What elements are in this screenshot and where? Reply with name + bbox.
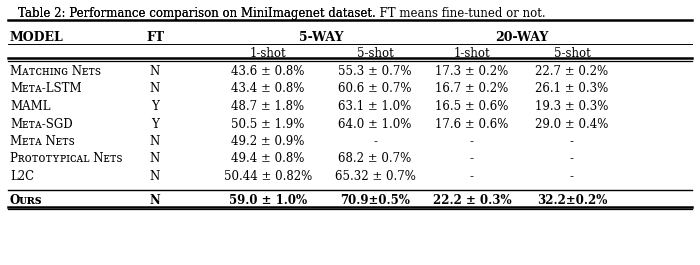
Text: Mᴀᴛᴄʜɪɴɢ Nᴇᴛs: Mᴀᴛᴄʜɪɴɢ Nᴇᴛs — [10, 65, 101, 78]
Text: 17.3 ± 0.2%: 17.3 ± 0.2% — [435, 65, 509, 78]
Text: L2C: L2C — [10, 170, 34, 183]
Text: 49.2 ± 0.9%: 49.2 ± 0.9% — [231, 135, 304, 148]
Text: Oᴜʀs: Oᴜʀs — [10, 193, 43, 206]
Text: -: - — [470, 170, 474, 183]
Text: 64.0 ± 1.0%: 64.0 ± 1.0% — [338, 117, 412, 130]
Text: Table 2: Performance comparison on MiniImagenet dataset. FT means fine-tuned or : Table 2: Performance comparison on MiniI… — [18, 7, 545, 20]
Text: Mᴇᴛᴀ-LSTM: Mᴇᴛᴀ-LSTM — [10, 82, 82, 95]
Text: N: N — [150, 135, 160, 148]
Text: 55.3 ± 0.7%: 55.3 ± 0.7% — [338, 65, 412, 78]
Text: Mᴇᴛᴀ Nᴇᴛs: Mᴇᴛᴀ Nᴇᴛs — [10, 135, 75, 148]
Text: 43.4 ± 0.8%: 43.4 ± 0.8% — [231, 82, 304, 95]
Text: 17.6 ± 0.6%: 17.6 ± 0.6% — [435, 117, 509, 130]
Text: 22.2 ± 0.3%: 22.2 ± 0.3% — [433, 193, 511, 206]
Text: 5-WAY: 5-WAY — [300, 31, 344, 44]
Text: 32.2±0.2%: 32.2±0.2% — [537, 193, 607, 206]
Text: MODEL: MODEL — [10, 31, 64, 44]
Text: Mᴇᴛᴀ-SGD: Mᴇᴛᴀ-SGD — [10, 117, 73, 130]
Text: 60.6 ± 0.7%: 60.6 ± 0.7% — [338, 82, 412, 95]
Text: N: N — [150, 82, 160, 95]
Text: 43.6 ± 0.8%: 43.6 ± 0.8% — [231, 65, 304, 78]
Text: 50.44 ± 0.82%: 50.44 ± 0.82% — [224, 170, 312, 183]
Text: 20-WAY: 20-WAY — [496, 31, 549, 44]
Text: 48.7 ± 1.8%: 48.7 ± 1.8% — [232, 100, 304, 113]
Text: 63.1 ± 1.0%: 63.1 ± 1.0% — [338, 100, 412, 113]
Text: 50.5 ± 1.9%: 50.5 ± 1.9% — [231, 117, 304, 130]
Text: FT: FT — [146, 31, 164, 44]
Text: 68.2 ± 0.7%: 68.2 ± 0.7% — [338, 152, 412, 166]
Text: 70.9±0.5%: 70.9±0.5% — [340, 193, 410, 206]
Text: Y: Y — [151, 117, 159, 130]
Text: N: N — [150, 65, 160, 78]
Text: 1-shot: 1-shot — [250, 47, 286, 60]
Text: N: N — [150, 152, 160, 166]
Text: 65.32 ± 0.7%: 65.32 ± 0.7% — [335, 170, 415, 183]
Text: -: - — [470, 152, 474, 166]
Text: 49.4 ± 0.8%: 49.4 ± 0.8% — [231, 152, 304, 166]
Text: N: N — [150, 193, 160, 206]
Text: -: - — [570, 170, 574, 183]
Text: 16.7 ± 0.2%: 16.7 ± 0.2% — [435, 82, 509, 95]
Text: Table 2: Performance comparison on MiniImagenet dataset. FT means fine-tuned or : Table 2: Performance comparison on MiniI… — [18, 7, 545, 20]
Text: N: N — [150, 170, 160, 183]
Text: 16.5 ± 0.6%: 16.5 ± 0.6% — [435, 100, 509, 113]
Text: 5-shot: 5-shot — [356, 47, 393, 60]
Text: 19.3 ± 0.3%: 19.3 ± 0.3% — [536, 100, 609, 113]
Text: Y: Y — [151, 100, 159, 113]
Text: -: - — [470, 135, 474, 148]
Text: 29.0 ± 0.4%: 29.0 ± 0.4% — [536, 117, 609, 130]
Text: Pʀᴏᴛᴏᴛʏᴘɪᴄᴀʟ Nᴇᴛs: Pʀᴏᴛᴏᴛʏᴘɪᴄᴀʟ Nᴇᴛs — [10, 152, 122, 166]
Text: -: - — [570, 152, 574, 166]
Text: 59.0 ± 1.0%: 59.0 ± 1.0% — [229, 193, 307, 206]
Text: 22.7 ± 0.2%: 22.7 ± 0.2% — [536, 65, 608, 78]
Text: -: - — [570, 135, 574, 148]
Text: 5-shot: 5-shot — [554, 47, 590, 60]
Text: -: - — [373, 135, 377, 148]
Text: 26.1 ± 0.3%: 26.1 ± 0.3% — [536, 82, 608, 95]
Text: Table 2: Performance comparison on MiniImagenet dataset.: Table 2: Performance comparison on MiniI… — [18, 7, 379, 20]
Text: 1-shot: 1-shot — [454, 47, 490, 60]
Text: MAML: MAML — [10, 100, 50, 113]
